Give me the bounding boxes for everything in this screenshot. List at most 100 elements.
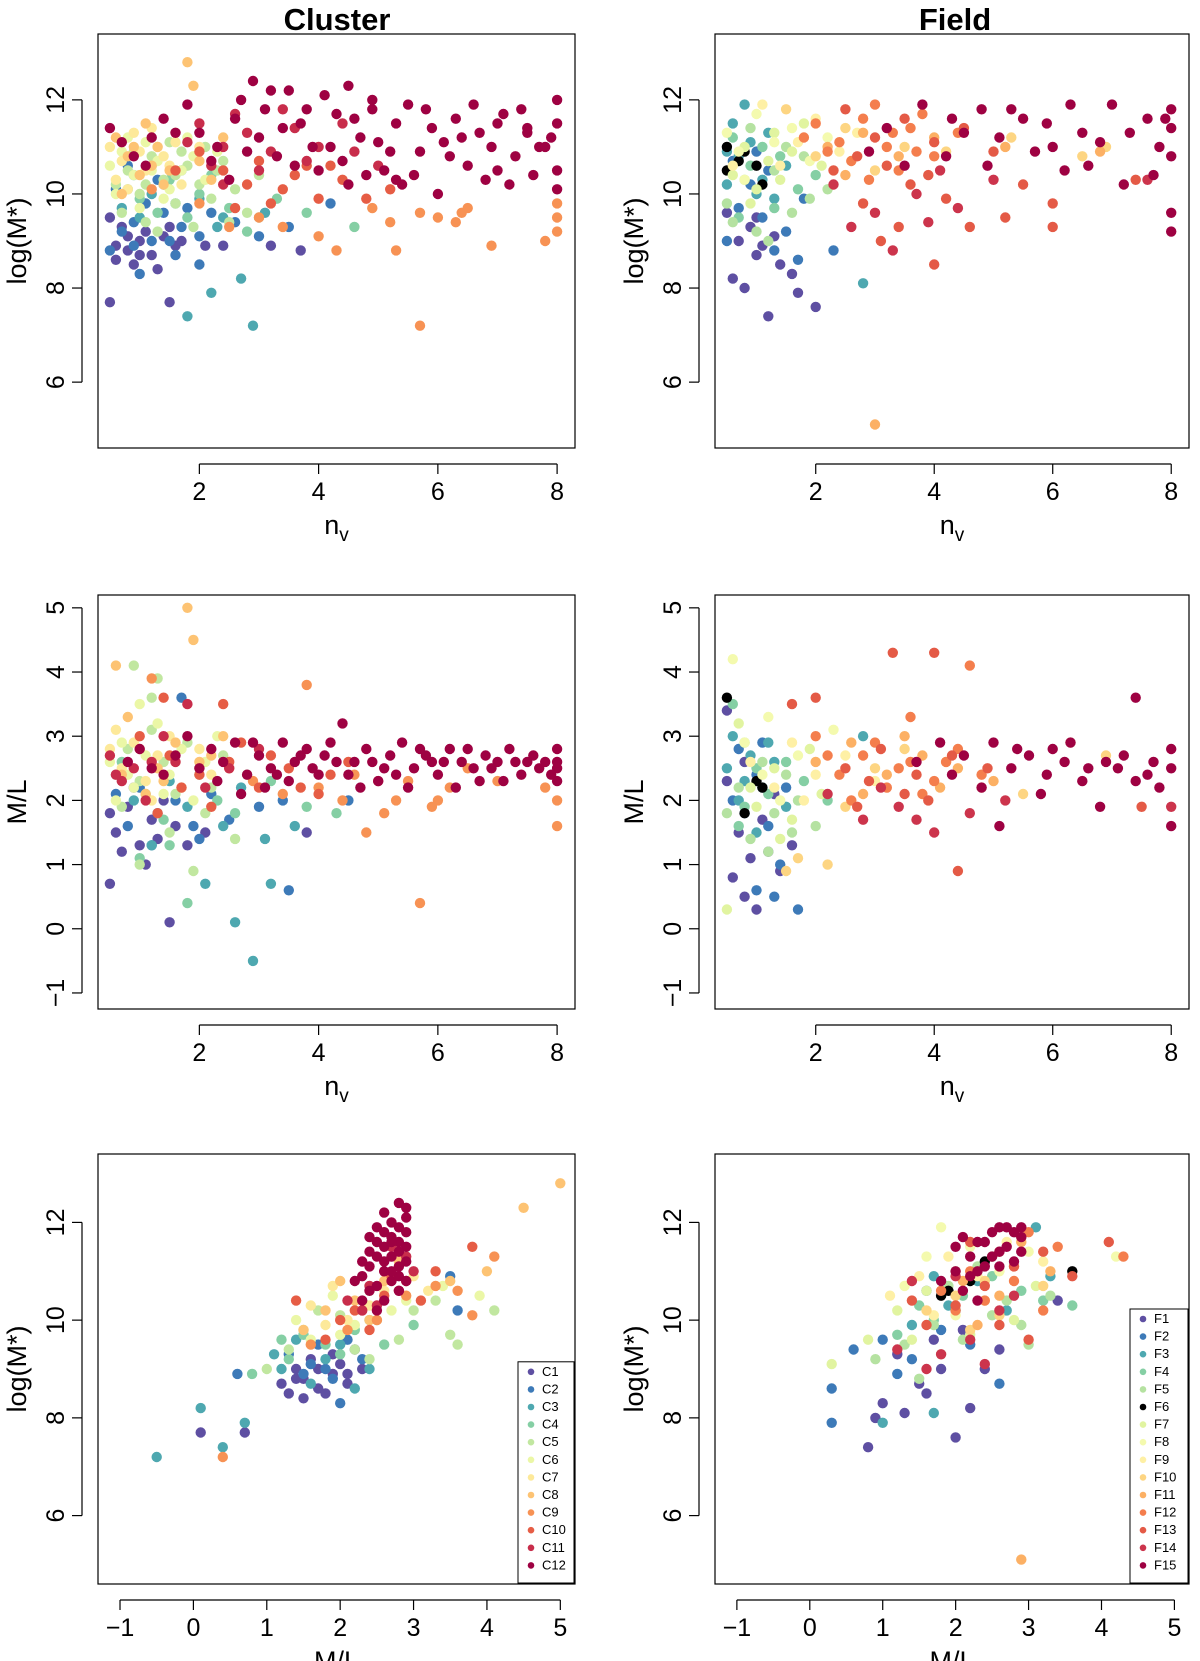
data-point-f14 bbox=[911, 814, 922, 825]
data-point-c3 bbox=[217, 1442, 228, 1453]
data-point-c12 bbox=[337, 155, 348, 167]
data-point-f13 bbox=[1067, 1271, 1078, 1282]
data-point-c2 bbox=[283, 885, 294, 896]
data-point-c8 bbox=[122, 711, 133, 723]
data-point-f13 bbox=[921, 1319, 932, 1331]
data-point-f9 bbox=[786, 737, 798, 748]
x-tick-label: 8 bbox=[550, 1039, 564, 1067]
data-point-f5 bbox=[1016, 1319, 1027, 1331]
data-point-f14 bbox=[887, 245, 898, 256]
data-point-f7 bbox=[751, 801, 762, 812]
data-point-f10 bbox=[899, 743, 910, 755]
data-point-f5 bbox=[804, 193, 815, 204]
data-point-f15 bbox=[1001, 1222, 1012, 1233]
data-point-f15 bbox=[934, 737, 946, 748]
data-point-f9 bbox=[775, 160, 786, 171]
data-point-c4 bbox=[349, 221, 360, 233]
data-point-c11 bbox=[349, 146, 360, 157]
legend-marker bbox=[527, 1403, 535, 1411]
data-point-c10 bbox=[253, 155, 265, 167]
data-point-c12 bbox=[212, 775, 223, 787]
data-point-f1 bbox=[745, 853, 756, 864]
data-point-f12 bbox=[1052, 1241, 1063, 1253]
data-point-f2 bbox=[780, 782, 792, 793]
data-point-c12 bbox=[325, 141, 336, 153]
data-point-c2 bbox=[327, 1373, 338, 1385]
y-tick-label: 1 bbox=[659, 858, 687, 872]
data-point-c9 bbox=[551, 226, 563, 237]
data-point-f2 bbox=[733, 202, 744, 214]
legend-marker bbox=[1139, 1474, 1147, 1481]
data-point-f11 bbox=[810, 756, 821, 768]
data-point-c9 bbox=[277, 788, 288, 800]
legend-marker bbox=[1139, 1350, 1147, 1358]
data-point-c8 bbox=[134, 169, 145, 181]
x-tick-label: 4 bbox=[480, 1614, 494, 1642]
data-point-f13 bbox=[965, 1236, 976, 1248]
legend-label: F14 bbox=[1154, 1540, 1176, 1555]
data-point-c9 bbox=[331, 245, 342, 256]
data-point-f15 bbox=[979, 1261, 990, 1272]
data-point-f9 bbox=[1038, 1256, 1049, 1267]
data-point-f1 bbox=[965, 1402, 976, 1414]
data-point-c1 bbox=[313, 1363, 324, 1375]
data-point-f10 bbox=[810, 151, 821, 162]
data-point-f15 bbox=[1130, 775, 1141, 787]
data-point-c12 bbox=[371, 1305, 383, 1316]
data-point-c7 bbox=[170, 137, 181, 148]
data-point-c12 bbox=[170, 127, 181, 138]
data-point-f11 bbox=[846, 737, 857, 748]
data-point-c8 bbox=[349, 1295, 360, 1306]
data-point-c12 bbox=[401, 1241, 412, 1253]
data-point-f13 bbox=[1000, 212, 1011, 223]
data-point-c8 bbox=[188, 634, 199, 646]
data-point-c12 bbox=[504, 743, 515, 755]
data-point-c12 bbox=[379, 1227, 390, 1238]
data-point-f15 bbox=[1154, 782, 1165, 793]
data-point-c5 bbox=[364, 1354, 375, 1365]
data-point-c9 bbox=[430, 1280, 441, 1292]
data-point-c9 bbox=[414, 207, 426, 218]
data-point-c1 bbox=[335, 1358, 346, 1370]
data-point-f3 bbox=[727, 118, 738, 129]
data-point-f12 bbox=[911, 146, 922, 157]
data-point-f11 bbox=[899, 731, 910, 742]
data-point-f7 bbox=[721, 904, 733, 915]
data-point-c12 bbox=[371, 1251, 383, 1262]
x-tick-label: 2 bbox=[949, 1614, 963, 1642]
data-point-c12 bbox=[373, 137, 384, 148]
data-point-c10 bbox=[290, 1295, 302, 1306]
data-point-c7 bbox=[305, 1300, 316, 1311]
data-point-c4 bbox=[164, 840, 175, 851]
data-point-f2 bbox=[769, 891, 780, 902]
legend-marker bbox=[1139, 1421, 1147, 1428]
data-point-f11 bbox=[1094, 146, 1106, 157]
data-point-f10 bbox=[780, 104, 792, 115]
legend-label: C9 bbox=[542, 1505, 559, 1520]
data-point-f15 bbox=[881, 122, 892, 134]
data-point-f13 bbox=[857, 198, 869, 209]
data-point-f13 bbox=[875, 743, 887, 755]
data-point-c10 bbox=[265, 198, 277, 209]
data-point-f11 bbox=[1016, 1554, 1027, 1565]
legend-label: F10 bbox=[1154, 1469, 1176, 1484]
data-point-f15 bbox=[1166, 104, 1177, 115]
data-point-c12 bbox=[385, 750, 396, 761]
data-point-f14 bbox=[964, 808, 975, 819]
data-point-f10 bbox=[965, 1324, 976, 1336]
data-point-c2 bbox=[194, 231, 205, 242]
data-point-f13 bbox=[1023, 1334, 1034, 1345]
data-point-c12 bbox=[158, 113, 169, 124]
plot-frame bbox=[714, 1153, 1190, 1585]
data-point-c11 bbox=[342, 1295, 353, 1306]
data-point-f15 bbox=[958, 750, 970, 761]
data-point-c2 bbox=[170, 249, 181, 261]
data-point-c7 bbox=[327, 1280, 338, 1292]
data-point-c5 bbox=[176, 146, 187, 157]
data-point-f4 bbox=[775, 151, 786, 162]
data-point-f5 bbox=[899, 1339, 910, 1350]
data-point-c1 bbox=[176, 235, 187, 247]
data-point-f15 bbox=[1142, 113, 1153, 124]
data-point-f3 bbox=[877, 1417, 888, 1429]
